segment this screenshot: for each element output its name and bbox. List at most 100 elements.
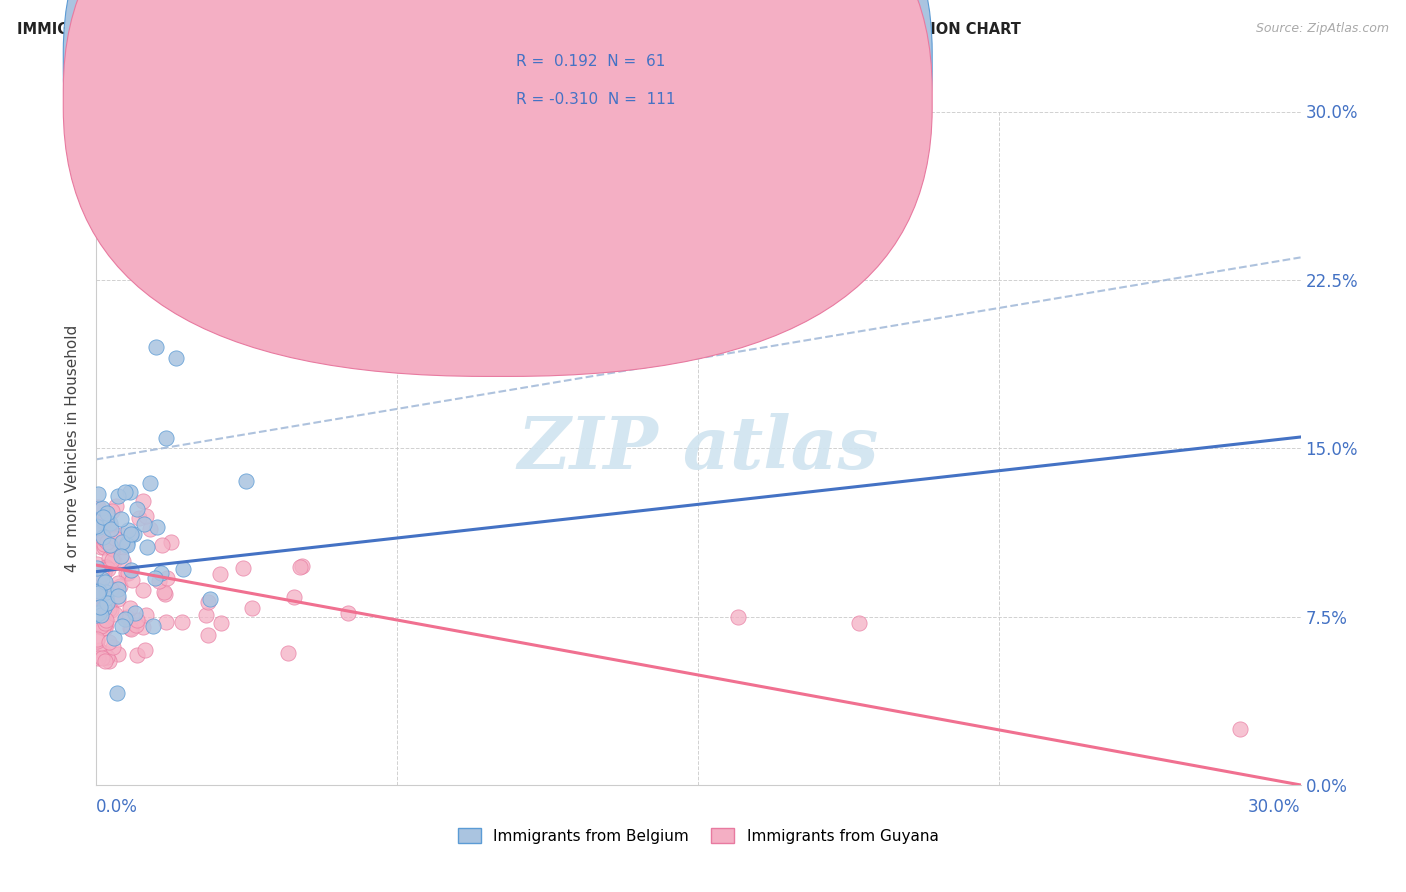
Point (115, 538, 138, 552)
Point (89, 579, 111, 593)
Point (87, 643, 110, 657)
Point (94, 559, 117, 574)
Point (139, 522, 162, 536)
Point (87, 500, 110, 514)
Point (91, 514, 114, 528)
Text: 0.0%: 0.0% (96, 798, 138, 816)
Point (208, 567, 231, 582)
Point (127, 648, 149, 662)
Point (155, 587, 177, 601)
Point (93, 599, 115, 613)
Point (136, 540, 159, 554)
Point (232, 561, 254, 575)
Point (86, 586, 108, 600)
Point (120, 622, 142, 636)
Point (101, 541, 124, 556)
Point (235, 474, 257, 488)
Point (194, 607, 217, 622)
Point (87, 616, 110, 631)
Point (98, 602, 121, 616)
Point (89, 572, 111, 586)
Point (120, 601, 142, 615)
Point (146, 519, 169, 533)
Point (96, 596, 118, 610)
Point (86, 608, 108, 623)
Point (159, 534, 181, 549)
Point (125, 618, 148, 632)
Point (91, 600, 114, 615)
Point (115, 566, 138, 580)
Point (209, 615, 232, 630)
Point (98, 518, 121, 533)
Point (107, 590, 129, 604)
Point (96, 506, 118, 520)
Point (110, 549, 132, 563)
Point (111, 540, 134, 554)
Point (288, 560, 311, 574)
Point (90, 567, 112, 582)
Point (87, 650, 110, 665)
Point (87, 518, 110, 533)
Point (87, 487, 110, 501)
Point (100, 582, 122, 596)
Point (93, 530, 115, 544)
Point (93, 591, 115, 606)
Text: R = -0.310  N =  111: R = -0.310 N = 111 (516, 92, 675, 106)
Point (120, 563, 142, 577)
Point (89, 520, 111, 534)
Point (93, 515, 115, 529)
Point (93, 646, 115, 660)
Point (93, 537, 115, 551)
Point (91, 510, 114, 524)
Point (97, 634, 120, 648)
Point (103, 554, 125, 568)
Point (86, 634, 108, 648)
Point (96, 535, 118, 549)
Point (277, 646, 299, 660)
Point (98, 537, 121, 551)
Point (94, 621, 117, 635)
Point (132, 620, 155, 634)
Point (100, 553, 122, 567)
Point (90, 608, 112, 623)
Point (108, 579, 131, 593)
Point (91, 500, 114, 515)
Point (110, 528, 132, 542)
Point (111, 554, 134, 568)
Point (139, 475, 162, 490)
Point (103, 607, 125, 622)
Point (93, 540, 115, 554)
Point (100, 522, 122, 536)
Point (145, 340, 167, 354)
Point (242, 601, 264, 615)
Point (142, 618, 165, 632)
Point (107, 489, 129, 503)
Point (94, 562, 117, 576)
Point (117, 535, 139, 549)
Point (90, 572, 112, 586)
Point (225, 295, 247, 310)
Point (98, 550, 121, 565)
Point (135, 509, 157, 524)
Legend: Immigrants from Belgium, Immigrants from Guyana: Immigrants from Belgium, Immigrants from… (450, 820, 946, 851)
Point (169, 257, 191, 271)
Point (120, 526, 142, 541)
Point (291, 558, 314, 573)
Point (120, 621, 142, 635)
Point (150, 538, 173, 552)
Point (153, 584, 176, 599)
Point (91, 621, 114, 635)
Point (87, 607, 110, 621)
Point (170, 615, 193, 629)
Point (117, 566, 139, 580)
Point (93, 532, 115, 546)
Point (91, 582, 114, 597)
Point (132, 493, 155, 508)
Point (86, 557, 108, 571)
Point (94, 574, 117, 589)
Point (117, 524, 139, 538)
Point (111, 619, 134, 633)
Point (100, 602, 122, 616)
Point (165, 351, 187, 366)
Point (86, 523, 108, 537)
